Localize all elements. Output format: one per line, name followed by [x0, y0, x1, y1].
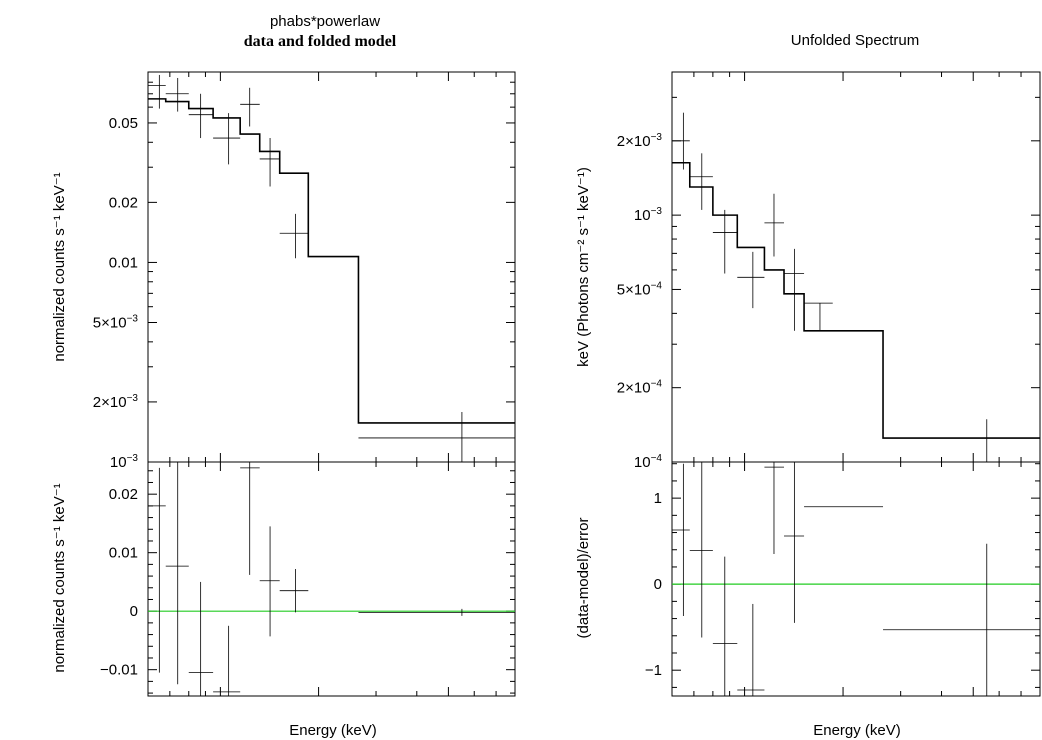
data-and-folded-model-plot: 10−32×10−35×10−30.010.020.05 — [93, 71, 516, 471]
y-tick-label: 2×10−3 — [93, 393, 139, 411]
left-residual-plot: −0.01 0 0.01 0.02 — [100, 461, 516, 697]
y-tick-label: 10−3 — [634, 206, 663, 224]
y-tick-label: 10−3 — [110, 453, 139, 471]
y-tick-mantissa: 2×10 — [617, 380, 651, 397]
y-tick-label: 2×10−3 — [617, 132, 663, 150]
data-point — [240, 462, 260, 575]
left-title: phabs*powerlaw — [270, 13, 380, 30]
data-point — [148, 74, 166, 109]
unfolded-spectrum-plot: 10−42×10−45×10−410−32×10−3 — [617, 71, 1041, 471]
left-subtitle: data and folded model — [244, 33, 397, 50]
y-tick-mantissa: 0.01 — [109, 545, 138, 562]
data-point — [672, 463, 690, 616]
data-point — [358, 412, 515, 462]
y-tick-mantissa: 10 — [634, 454, 651, 471]
right-bottom-ylabel: (data-model)/error — [575, 518, 592, 639]
y-tick-mantissa: 0.02 — [109, 194, 138, 211]
y-tick-exponent: −4 — [651, 379, 663, 390]
y-tick-mantissa: 1 — [654, 490, 662, 507]
y-tick-exponent: −4 — [651, 453, 663, 464]
data-point — [764, 193, 785, 257]
data-point — [764, 462, 785, 555]
y-tick-label: 1 — [654, 490, 662, 507]
data-point — [784, 462, 805, 623]
data-point — [737, 603, 765, 696]
y-tick-mantissa: 0 — [130, 603, 138, 620]
data-point — [672, 112, 690, 170]
data-point — [279, 213, 309, 259]
sigma-residual-plot: −1 0 1 — [645, 461, 1041, 697]
right-top-ylabel: keV (Photons cm⁻² s⁻¹ keV⁻¹) — [575, 167, 592, 367]
y-tick-mantissa: −1 — [645, 662, 662, 679]
right-xlabel: Energy (keV) — [813, 722, 901, 739]
y-tick-mantissa: 5×10 — [617, 281, 651, 298]
y-tick-mantissa: 0.02 — [109, 486, 138, 503]
y-tick-label: 0 — [130, 603, 138, 620]
y-tick-exponent: −3 — [651, 206, 663, 217]
data-point — [259, 138, 280, 187]
data-point — [712, 209, 738, 274]
data-point — [358, 608, 515, 616]
y-tick-mantissa: 5×10 — [93, 315, 127, 332]
data-point — [240, 87, 260, 127]
y-tick-mantissa: 2×10 — [617, 133, 651, 150]
data-point — [689, 153, 713, 210]
y-tick-label: 2×10−4 — [617, 379, 663, 397]
y-tick-exponent: −3 — [127, 314, 139, 325]
y-tick-exponent: −3 — [651, 132, 663, 143]
data-point — [213, 113, 241, 165]
y-tick-label: 0.02 — [109, 194, 138, 211]
y-tick-exponent: −3 — [127, 453, 139, 464]
left-bottom-ylabel: normalized counts s⁻¹ keV⁻¹ — [51, 483, 68, 672]
y-tick-label: 0.01 — [109, 545, 138, 562]
y-tick-exponent: −4 — [651, 280, 663, 291]
y-tick-label: 0.05 — [109, 115, 138, 132]
data-point — [259, 526, 280, 637]
data-point — [804, 302, 833, 331]
plot-frame — [147, 461, 516, 697]
data-point — [213, 625, 241, 696]
y-tick-mantissa: 10 — [634, 207, 651, 224]
data-point — [883, 419, 1040, 462]
data-point — [188, 581, 214, 696]
data-point — [689, 462, 713, 638]
y-tick-label: −0.01 — [100, 662, 138, 679]
y-tick-mantissa: 0.05 — [109, 115, 138, 132]
model-step-line — [672, 161, 1040, 439]
plot-frame — [671, 71, 1041, 463]
data-point — [784, 248, 805, 331]
data-point — [737, 251, 765, 309]
model-step-line — [148, 98, 515, 424]
plot-frame — [147, 71, 516, 463]
data-point — [883, 543, 1040, 696]
y-tick-label: 0.01 — [109, 254, 138, 271]
left-top-ylabel: normalized counts s⁻¹ keV⁻¹ — [51, 172, 68, 361]
data-point — [148, 467, 166, 673]
right-title: Unfolded Spectrum — [791, 32, 919, 49]
data-point — [165, 462, 189, 685]
y-tick-mantissa: 10 — [110, 454, 127, 471]
data-point — [279, 569, 309, 613]
data-point — [188, 93, 214, 139]
data-point — [712, 556, 738, 696]
y-tick-mantissa: 0.01 — [109, 254, 138, 271]
y-tick-label: 0 — [654, 576, 662, 593]
y-tick-label: 10−4 — [634, 453, 663, 471]
y-tick-mantissa: −0.01 — [100, 662, 138, 679]
y-tick-label: −1 — [645, 662, 662, 679]
y-tick-label: 5×10−4 — [617, 280, 663, 298]
plot-frame — [671, 461, 1041, 697]
y-tick-exponent: −3 — [127, 393, 139, 404]
y-tick-mantissa: 2×10 — [93, 394, 127, 411]
y-tick-label: 0.02 — [109, 486, 138, 503]
data-point — [165, 77, 189, 112]
left-xlabel: Energy (keV) — [289, 722, 377, 739]
y-tick-label: 5×10−3 — [93, 314, 139, 332]
y-tick-mantissa: 0 — [654, 576, 662, 593]
